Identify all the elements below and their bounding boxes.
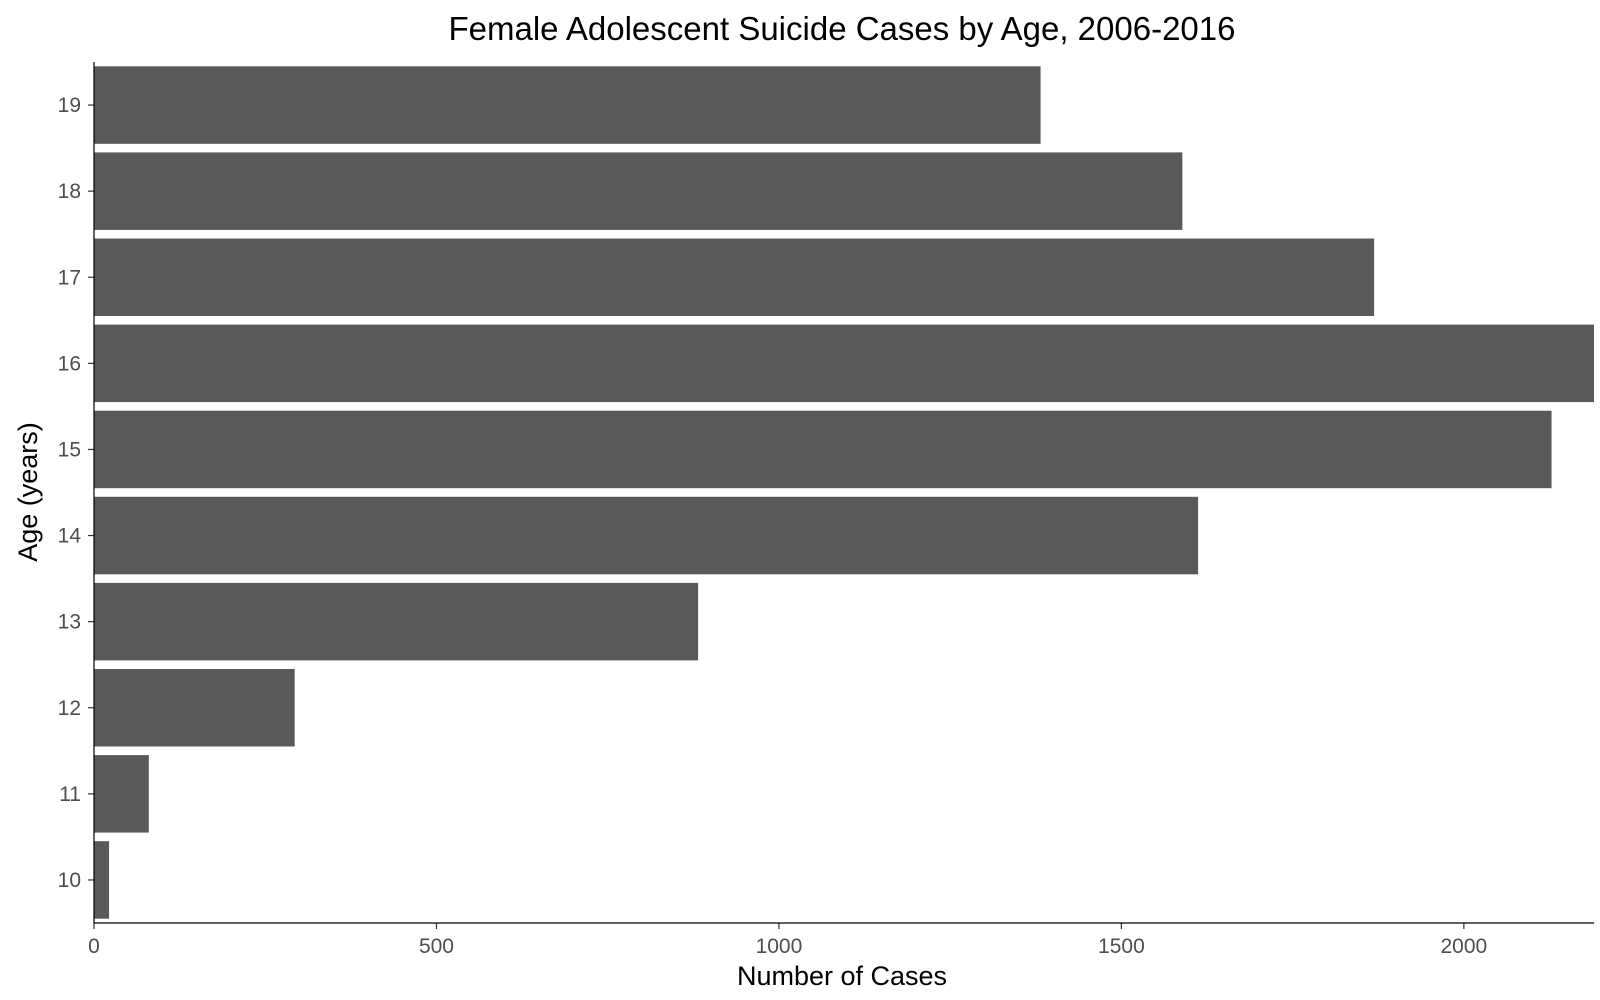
x-tick-label-1500: 1500 xyxy=(1098,935,1145,958)
x-axis-ticks: 0 500 1000 1500 2000 xyxy=(88,923,1487,958)
x-axis-title: Number of Cases xyxy=(737,961,947,991)
y-axis-ticks: 10 11 12 13 14 15 16 17 18 19 xyxy=(58,94,94,892)
bar-age-17 xyxy=(94,238,1375,316)
y-tick-label-11: 11 xyxy=(59,783,81,806)
bar-age-19 xyxy=(94,66,1041,144)
x-tick-label-1000: 1000 xyxy=(756,935,803,958)
x-tick-label-0: 0 xyxy=(88,935,100,958)
chart-title: Female Adolescent Suicide Cases by Age, … xyxy=(448,10,1235,47)
x-tick-label-500: 500 xyxy=(419,935,454,958)
bars-group xyxy=(94,66,1594,919)
bar-age-11 xyxy=(94,755,149,833)
y-tick-label-16: 16 xyxy=(58,352,81,375)
y-tick-label-14: 14 xyxy=(58,525,82,548)
bar-age-16 xyxy=(94,324,1594,403)
bar-age-15 xyxy=(94,410,1552,489)
bar-age-18 xyxy=(94,152,1183,230)
y-tick-label-10: 10 xyxy=(58,869,81,892)
y-tick-label-18: 18 xyxy=(58,180,81,203)
bar-age-14 xyxy=(94,496,1199,575)
bar-age-12 xyxy=(94,669,295,747)
bar-age-13 xyxy=(94,582,699,661)
y-tick-label-13: 13 xyxy=(58,611,81,634)
y-tick-label-17: 17 xyxy=(58,266,81,289)
x-tick-label-2000: 2000 xyxy=(1441,935,1488,958)
y-tick-label-19: 19 xyxy=(58,94,81,117)
y-tick-label-15: 15 xyxy=(58,438,81,461)
bar-age-10 xyxy=(94,841,110,919)
y-axis-title: Age (years) xyxy=(13,422,43,562)
y-tick-label-12: 12 xyxy=(58,697,81,720)
